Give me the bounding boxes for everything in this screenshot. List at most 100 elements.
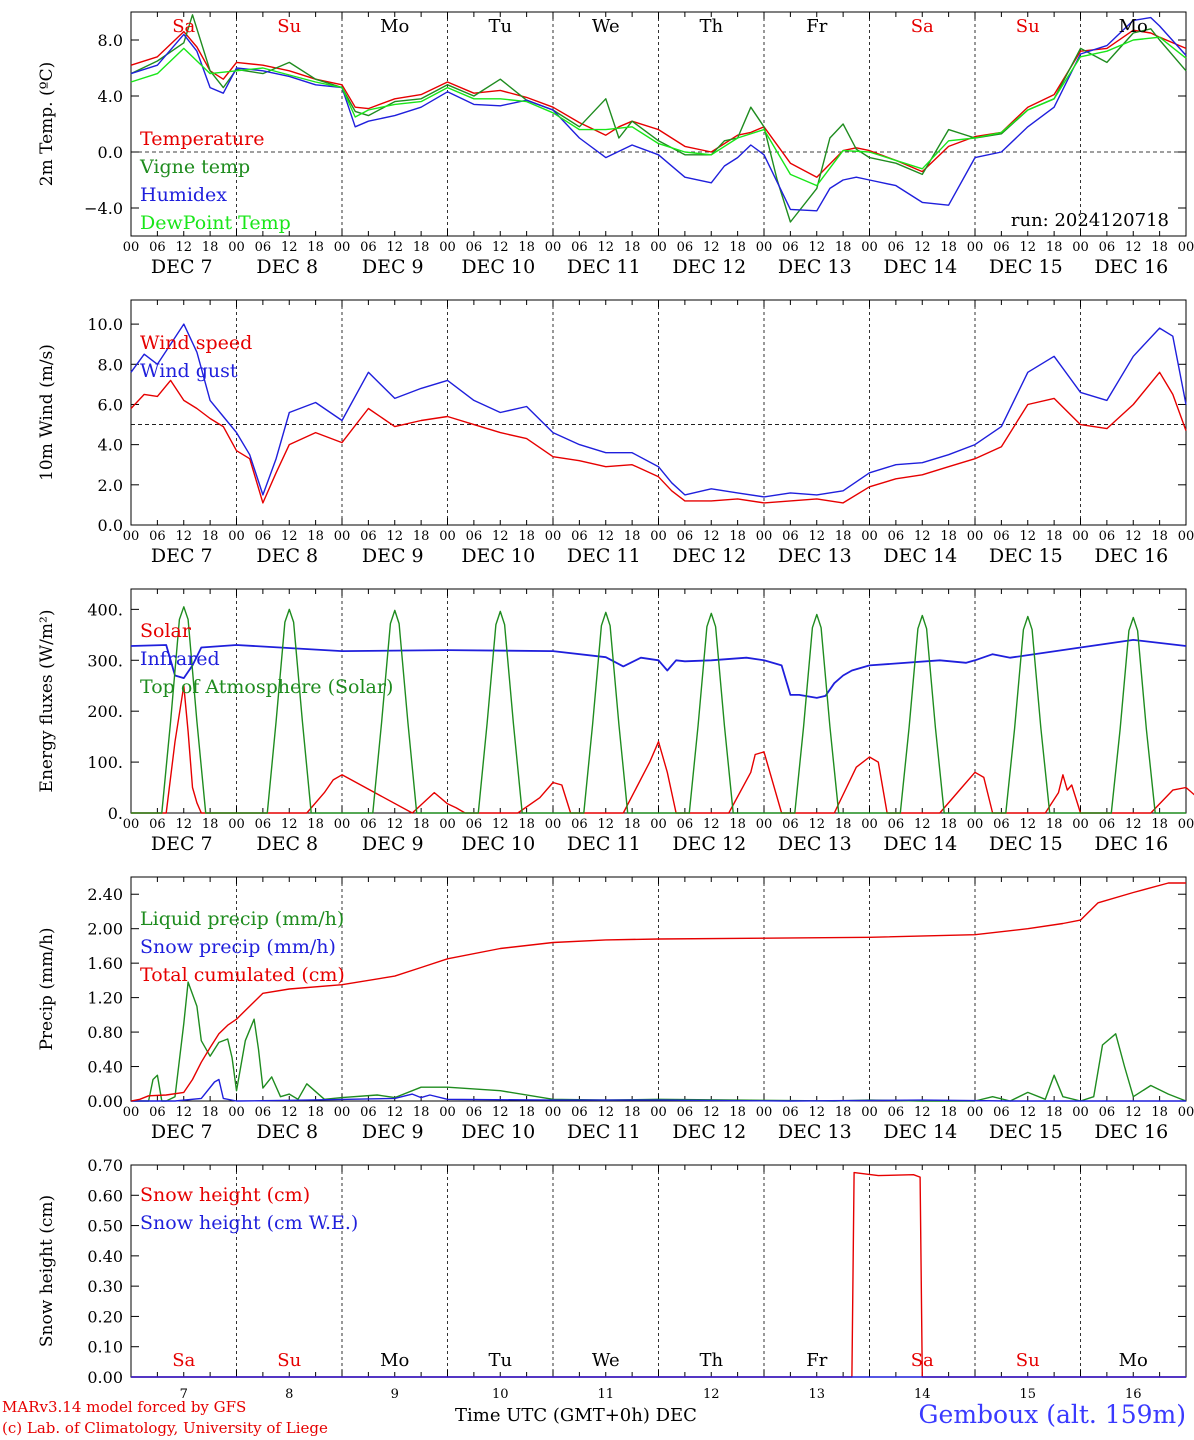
hour-tick-label: 18 bbox=[729, 1105, 746, 1120]
hour-tick-label: 00 bbox=[1072, 240, 1089, 255]
hour-tick-label: 18 bbox=[518, 1105, 535, 1120]
hour-tick-label: 06 bbox=[888, 1105, 905, 1120]
day-label: DEC 7 bbox=[151, 256, 213, 278]
hour-tick-label: 06 bbox=[466, 1105, 483, 1120]
hour-tick-label: 00 bbox=[967, 529, 984, 544]
day-label: DEC 11 bbox=[567, 256, 641, 278]
model-credit: MARv3.14 model forced by GFS bbox=[2, 1398, 247, 1416]
hour-tick-label: 18 bbox=[729, 240, 746, 255]
hour-tick-label: 12 bbox=[386, 1105, 403, 1120]
hour-tick-label: 18 bbox=[729, 529, 746, 544]
hour-tick-label: 12 bbox=[175, 817, 192, 832]
hour-tick-label: 06 bbox=[677, 529, 694, 544]
hour-tick-label: 18 bbox=[518, 817, 535, 832]
hour-tick-label: 06 bbox=[466, 240, 483, 255]
day-label: DEC 7 bbox=[151, 545, 213, 567]
hour-tick-label: 12 bbox=[597, 1105, 614, 1120]
y-tick-label: 0.40 bbox=[87, 1058, 123, 1077]
legend-entry: Snow height (cm) bbox=[140, 1184, 310, 1206]
hour-tick-label: 00 bbox=[650, 817, 667, 832]
y-tick-label: 0. bbox=[108, 804, 123, 823]
hour-tick-label: 12 bbox=[386, 529, 403, 544]
hour-tick-label: 12 bbox=[914, 817, 931, 832]
hour-tick-label: 18 bbox=[1151, 240, 1168, 255]
legend-entry: Snow height (cm W.E.) bbox=[140, 1212, 358, 1234]
y-axis-label: 2m Temp. (ºC) bbox=[37, 62, 57, 187]
hour-tick-label: 00 bbox=[861, 240, 878, 255]
hour-tick-label: 12 bbox=[703, 817, 720, 832]
hour-tick-label: 00 bbox=[228, 1105, 245, 1120]
plot-frame bbox=[130, 588, 1187, 814]
day-label: DEC 11 bbox=[567, 1121, 641, 1143]
hour-tick-label: 18 bbox=[940, 529, 957, 544]
legend-entry: Vigne temp bbox=[139, 156, 250, 178]
weekday-label: Th bbox=[699, 16, 723, 37]
day-label: DEC 10 bbox=[461, 1121, 535, 1143]
day-label: DEC 16 bbox=[1094, 545, 1168, 567]
day-number-label: 10 bbox=[492, 1387, 509, 1402]
hour-tick-label: 00 bbox=[1072, 817, 1089, 832]
hour-tick-label: 00 bbox=[1072, 529, 1089, 544]
y-tick-label: 0.80 bbox=[87, 1023, 123, 1042]
weekday-label: Sa bbox=[172, 16, 195, 37]
y-tick-label: 2.0 bbox=[98, 476, 123, 495]
day-number-label: 13 bbox=[808, 1387, 825, 1402]
hour-tick-label: 00 bbox=[861, 817, 878, 832]
hour-tick-label: 06 bbox=[360, 240, 377, 255]
hour-tick-label: 06 bbox=[677, 1105, 694, 1120]
weekday-label: Sa bbox=[911, 1350, 934, 1371]
day-label: DEC 13 bbox=[778, 545, 852, 567]
hour-tick-label: 00 bbox=[439, 817, 456, 832]
day-label: DEC 10 bbox=[461, 833, 535, 855]
hour-tick-label: 00 bbox=[756, 1105, 773, 1120]
hour-tick-label: 00 bbox=[861, 529, 878, 544]
y-axis-label: Precip (mm/h) bbox=[37, 927, 57, 1050]
day-label: DEC 12 bbox=[672, 256, 746, 278]
hour-tick-label: 06 bbox=[1099, 817, 1116, 832]
panel-wind: 0.0 2.0 4.0 6.0 8.0 10.0 10m Wind (m/s) Wind sp… bbox=[37, 299, 1194, 567]
hour-tick-label: 18 bbox=[1151, 817, 1168, 832]
hour-tick-label: 12 bbox=[1019, 817, 1036, 832]
hour-tick-label: 06 bbox=[782, 817, 799, 832]
hour-tick-label: 18 bbox=[307, 529, 324, 544]
hour-tick-label: 00 bbox=[650, 1105, 667, 1120]
y-tick-label: 4.0 bbox=[98, 436, 123, 455]
hour-tick-label: 06 bbox=[782, 1105, 799, 1120]
plot-frame bbox=[130, 11, 1187, 237]
weekday-label: Sa bbox=[172, 1350, 195, 1371]
day-label: DEC 12 bbox=[672, 833, 746, 855]
station-name: Gemboux (alt. 159m) bbox=[918, 1400, 1186, 1429]
day-label: DEC 12 bbox=[672, 545, 746, 567]
hour-tick-label: 18 bbox=[518, 240, 535, 255]
hour-tick-label: 00 bbox=[1178, 1105, 1194, 1120]
weekday-label: Tu bbox=[488, 1350, 512, 1371]
day-label: DEC 12 bbox=[672, 1121, 746, 1143]
day-number-label: 9 bbox=[391, 1387, 399, 1402]
legend-entry: Snow precip (mm/h) bbox=[140, 936, 336, 958]
hour-tick-label: 18 bbox=[624, 529, 641, 544]
day-label: DEC 14 bbox=[883, 1121, 957, 1143]
hour-tick-label: 12 bbox=[492, 529, 509, 544]
y-tick-label: 0.60 bbox=[87, 1186, 123, 1205]
y-tick-label: 0.0 bbox=[98, 143, 123, 162]
y-tick-label: 100. bbox=[87, 753, 123, 772]
hour-tick-label: 00 bbox=[1178, 240, 1194, 255]
y-tick-label: 0.30 bbox=[87, 1277, 123, 1296]
day-label: DEC 14 bbox=[883, 833, 957, 855]
hour-tick-label: 12 bbox=[808, 817, 825, 832]
hour-tick-label: 18 bbox=[1046, 529, 1063, 544]
hour-tick-label: 12 bbox=[281, 529, 298, 544]
y-tick-label: 400. bbox=[87, 600, 123, 619]
day-label: DEC 9 bbox=[362, 256, 424, 278]
day-label: DEC 7 bbox=[151, 833, 213, 855]
hour-tick-label: 18 bbox=[835, 240, 852, 255]
series-line-humidex bbox=[130, 16, 1187, 212]
hour-tick-label: 18 bbox=[835, 529, 852, 544]
hour-tick-label: 18 bbox=[202, 240, 219, 255]
y-tick-label: 1.60 bbox=[87, 954, 123, 973]
hour-tick-label: 18 bbox=[1151, 1105, 1168, 1120]
weekday-label: Tu bbox=[488, 16, 512, 37]
hour-tick-label: 12 bbox=[175, 1105, 192, 1120]
hour-tick-label: 06 bbox=[677, 817, 694, 832]
hour-tick-label: 12 bbox=[1019, 1105, 1036, 1120]
